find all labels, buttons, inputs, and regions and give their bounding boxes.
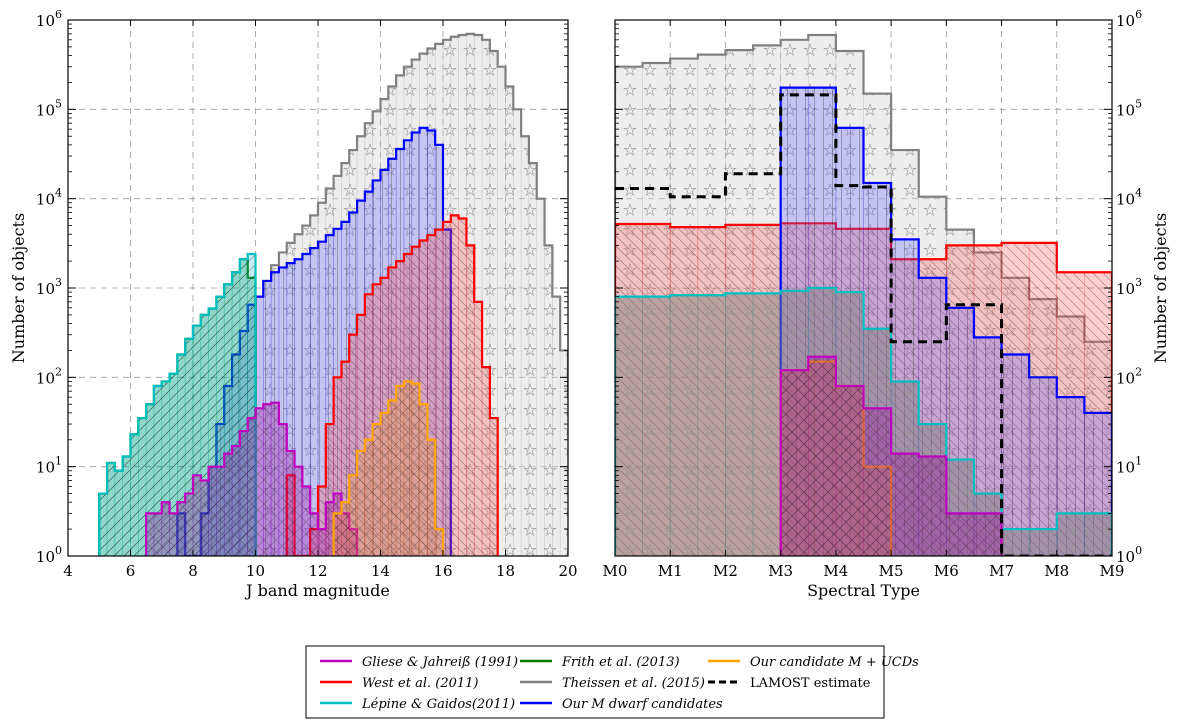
x-tick-label: M8 xyxy=(1044,562,1069,580)
x-tick-label: 18 xyxy=(496,562,515,580)
x-tick-label: M1 xyxy=(658,562,683,580)
series-layer xyxy=(98,32,599,556)
x-tick-label: 20 xyxy=(558,562,577,580)
x-tick-label: M3 xyxy=(768,562,793,580)
legend-item-frith-et-al-2013: Frith et al. (2013) xyxy=(520,655,680,670)
series-hatch xyxy=(333,381,443,556)
series-outline xyxy=(145,401,359,556)
x-tick-label: 4 xyxy=(63,562,73,580)
series-lamost-estimate xyxy=(615,93,1112,556)
y-tick-label: 106 xyxy=(1116,8,1142,30)
legend-label: West et al. (2011) xyxy=(362,676,478,691)
series-hatch xyxy=(286,215,498,556)
legend-label: Lépine & Gaidos(2011) xyxy=(361,697,515,712)
x-tick-label: 12 xyxy=(308,562,327,580)
x-tick-label: M4 xyxy=(823,562,848,580)
x-tick-label: M6 xyxy=(934,562,959,580)
y-tick-label: 101 xyxy=(36,455,62,477)
series-outline xyxy=(779,355,1003,556)
y-tick-label: 102 xyxy=(36,365,62,387)
y-axis-label: Number of objects xyxy=(9,213,28,363)
y-tick-label: 103 xyxy=(1116,276,1142,298)
y-tick-label: 104 xyxy=(1116,187,1142,209)
legend-item-our-m-dwarf-candidates: Our M dwarf candidates xyxy=(520,697,723,712)
x-tick-label: M0 xyxy=(603,562,628,580)
y-tick-label: 104 xyxy=(36,187,62,209)
j-magnitude-histogram: 4 6 8 10 12 14 16 18 20 100 101 102 103 104 105 106 J ba… xyxy=(9,8,599,600)
series-outline xyxy=(615,286,1112,556)
histogram-bin xyxy=(584,431,592,556)
legend: Gliese & Jahreiß (1991) West et al. (2011… xyxy=(305,645,919,719)
legend-item-lepine-gaidos-2011: Lépine & Gaidos(2011) xyxy=(320,697,515,712)
x-tick-label: 14 xyxy=(371,562,390,580)
series-west-et-al-2011 xyxy=(285,214,499,556)
series-outline xyxy=(98,252,257,556)
x-tick-label: 8 xyxy=(188,562,198,580)
x-tick-label: 10 xyxy=(246,562,265,580)
y-tick-label: 105 xyxy=(1116,97,1142,119)
x-axis-label: J band magnitude xyxy=(244,581,390,600)
y-tick-label: 106 xyxy=(36,8,62,30)
legend-item-our-candidate-m-ucds: Our candidate M + UCDs xyxy=(708,655,919,670)
series-layer xyxy=(615,33,1112,556)
y-tick-label: 105 xyxy=(36,97,62,119)
legend-label: Our M dwarf candidates xyxy=(562,697,723,712)
y-tick-label: 100 xyxy=(36,544,62,566)
x-tick-label: 16 xyxy=(433,562,452,580)
legend-label: LAMOST estimate xyxy=(750,676,871,691)
y-tick-label: 101 xyxy=(1116,455,1142,477)
legend-label: Gliese & Jahreiß (1991) xyxy=(362,655,518,670)
series-gliese-jahreiss-1991 xyxy=(779,355,1003,556)
legend-label: Frith et al. (2013) xyxy=(561,655,680,670)
series-outline xyxy=(254,32,568,556)
histogram-bin xyxy=(567,396,568,556)
x-axis-label: Spectral Type xyxy=(807,581,920,600)
series-outline xyxy=(615,93,1112,556)
x-tick-label: M2 xyxy=(713,562,738,580)
y-tick-label: 100 xyxy=(1116,544,1142,566)
histogram-bin xyxy=(576,424,584,556)
series-our-candidate-m-ucds xyxy=(332,380,445,556)
series-gliese-jahreiss-1991 xyxy=(145,401,359,556)
x-tick-label: M7 xyxy=(989,562,1014,580)
histogram-bin xyxy=(591,467,599,556)
x-tick-label: M9 xyxy=(1100,562,1125,580)
legend-item-west-et-al-2011: West et al. (2011) xyxy=(320,676,478,691)
x-tick-label: M5 xyxy=(879,562,904,580)
series-hatch xyxy=(146,402,358,556)
y-tick-label: 103 xyxy=(36,276,62,298)
legend-item-gliese-jahreiss-1991: Gliese & Jahreiß (1991) xyxy=(320,655,518,670)
series-outline xyxy=(332,380,445,556)
legend-label: Theissen et al. (2015) xyxy=(562,676,705,691)
y-tick-label: 102 xyxy=(1116,365,1142,387)
x-tick-label: 6 xyxy=(126,562,136,580)
legend-item-theissen-et-al-2015: Theissen et al. (2015) xyxy=(520,676,705,691)
y-axis-label: Number of objects xyxy=(1151,213,1170,363)
legend-label: Our candidate M + UCDs xyxy=(750,655,919,670)
series-outline xyxy=(285,214,499,556)
legend-item-lamost-estimate: LAMOST estimate xyxy=(708,676,871,691)
legend-frame xyxy=(305,645,885,719)
